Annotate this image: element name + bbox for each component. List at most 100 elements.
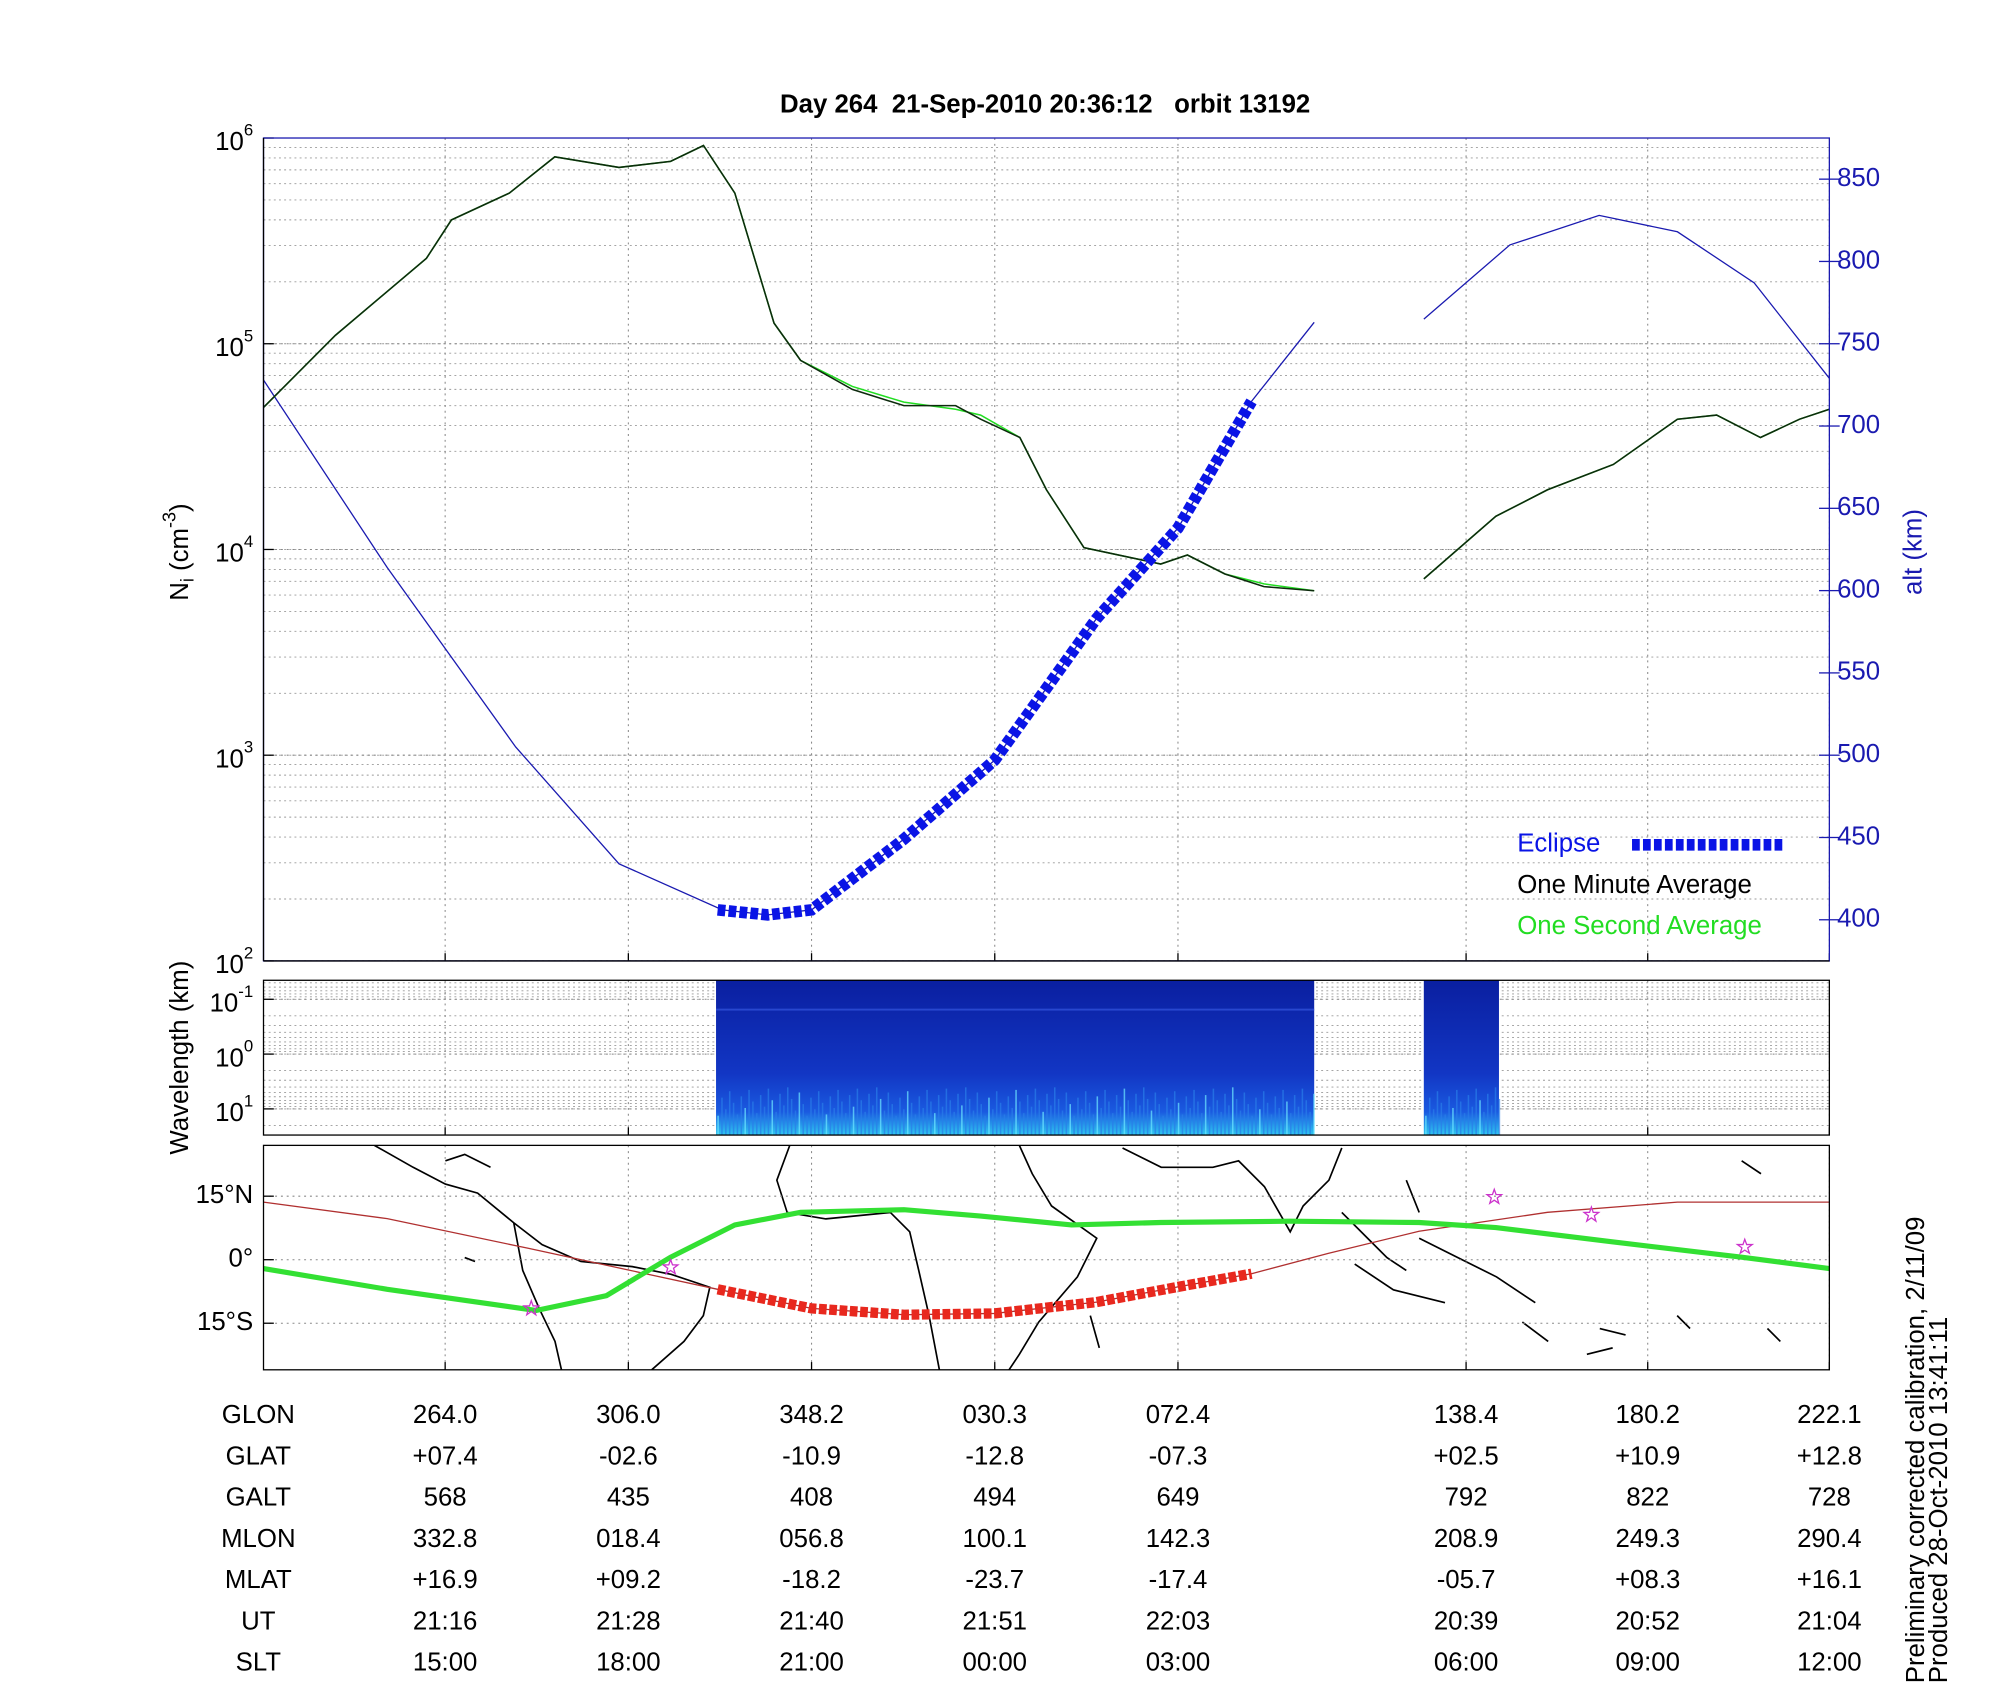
spectrogram-texture bbox=[988, 1097, 990, 1136]
cell: 249.3 bbox=[1615, 1525, 1680, 1553]
spectrogram-texture bbox=[1467, 1095, 1470, 1136]
cell: 100.1 bbox=[962, 1525, 1027, 1553]
cell: 306.0 bbox=[596, 1401, 661, 1429]
cell: +16.1 bbox=[1797, 1566, 1862, 1594]
spectrogram-texture bbox=[980, 1104, 983, 1136]
spectrogram-texture bbox=[879, 1098, 882, 1136]
legend-label: Eclipse bbox=[1517, 830, 1600, 858]
spectrogram-texture bbox=[918, 1096, 921, 1136]
spectrogram-texture bbox=[903, 1109, 905, 1136]
y-axis-label-part: -3 bbox=[159, 512, 179, 528]
y-tick-label: 105 bbox=[215, 327, 253, 362]
spectrogram-texture bbox=[744, 1107, 746, 1136]
spectrogram-texture bbox=[767, 1088, 770, 1136]
spectrogram-texture bbox=[953, 1111, 955, 1136]
cell: +12.8 bbox=[1797, 1442, 1862, 1470]
spectrogram-texture bbox=[895, 1115, 897, 1136]
spectrogram-texture bbox=[736, 1114, 739, 1136]
spectrogram-texture bbox=[748, 1089, 750, 1136]
star-marker bbox=[1485, 1187, 1504, 1205]
cell: 222.1 bbox=[1797, 1401, 1862, 1429]
spectrogram-texture bbox=[1150, 1110, 1153, 1136]
cell: 20:52 bbox=[1615, 1607, 1680, 1635]
spectrogram-texture bbox=[783, 1105, 785, 1136]
star-marker bbox=[1735, 1237, 1755, 1255]
spectrogram-texture bbox=[891, 1104, 894, 1136]
spectrogram-texture bbox=[1158, 1104, 1160, 1136]
y-tick-label-power: 5 bbox=[244, 327, 253, 346]
spectrogram-texture bbox=[1255, 1097, 1257, 1136]
cell: 09:00 bbox=[1615, 1649, 1680, 1677]
data-line bbox=[262, 144, 1830, 592]
spectrogram-texture bbox=[1278, 1107, 1280, 1136]
spectrogram-texture bbox=[1007, 1096, 1010, 1136]
cell: +09.2 bbox=[596, 1566, 661, 1594]
spectrogram-texture bbox=[1490, 1105, 1493, 1136]
spectrogram-texture bbox=[837, 1089, 839, 1136]
cell: 348.2 bbox=[779, 1401, 844, 1429]
spectrogram-texture bbox=[1239, 1110, 1242, 1136]
y-tick-label-power: 2 bbox=[244, 944, 253, 963]
cell: 435 bbox=[607, 1484, 650, 1512]
y-tick-label: 103 bbox=[215, 738, 253, 773]
spectrogram-texture bbox=[1262, 1091, 1265, 1136]
spectrogram-texture bbox=[1100, 1107, 1102, 1136]
cell: 21:28 bbox=[596, 1607, 661, 1635]
cell: 21:00 bbox=[779, 1649, 844, 1677]
y-tick-label-power: 3 bbox=[244, 738, 253, 757]
spectrogram-texture bbox=[821, 1102, 824, 1136]
spectrogram-texture bbox=[1073, 1115, 1075, 1136]
spectrogram-texture bbox=[922, 1107, 924, 1136]
spectrogram-texture bbox=[1212, 1088, 1215, 1136]
row-label: GLAT bbox=[226, 1442, 292, 1470]
spectrogram-texture bbox=[1030, 1106, 1033, 1136]
chart-title: Day 264 21-Sep-2010 20:36:12 orbit 13192 bbox=[780, 91, 1310, 119]
spectrogram-texture bbox=[945, 1088, 948, 1136]
cell: 792 bbox=[1445, 1484, 1488, 1512]
cell: 21:51 bbox=[962, 1607, 1027, 1635]
cell: 822 bbox=[1626, 1484, 1669, 1512]
y-tick-label-base: 10 bbox=[215, 1044, 244, 1072]
y2-tick-label: 500 bbox=[1837, 740, 1880, 768]
cell: +08.3 bbox=[1615, 1566, 1680, 1594]
y-tick-label-base: 10 bbox=[210, 989, 239, 1017]
spectrogram-texture bbox=[999, 1102, 1002, 1136]
cell: 056.8 bbox=[779, 1525, 844, 1553]
legend-label: One Minute Average bbox=[1517, 871, 1752, 899]
spectrogram-texture bbox=[1432, 1109, 1435, 1136]
spectrogram-texture bbox=[798, 1092, 801, 1136]
spectrogram-texture bbox=[1069, 1104, 1072, 1136]
spectrogram-texture bbox=[1092, 1114, 1095, 1136]
cell: 21:04 bbox=[1797, 1607, 1862, 1635]
cell: 00:00 bbox=[962, 1649, 1027, 1677]
spectrogram-texture bbox=[1498, 1098, 1501, 1136]
spectrogram-texture bbox=[1301, 1088, 1304, 1136]
cell: -17.4 bbox=[1149, 1566, 1208, 1594]
cell: -07.3 bbox=[1149, 1442, 1208, 1470]
cell: 15:00 bbox=[413, 1649, 478, 1677]
spectrogram-texture bbox=[848, 1095, 851, 1136]
spectrogram-texture bbox=[728, 1091, 731, 1136]
spectrogram-texture bbox=[1475, 1088, 1477, 1136]
spectrogram-texture bbox=[926, 1089, 928, 1136]
star-marker bbox=[661, 1257, 680, 1276]
spectrogram-texture bbox=[1146, 1098, 1149, 1136]
spectrogram-texture bbox=[1425, 1115, 1427, 1136]
spectrogram-texture bbox=[1204, 1095, 1207, 1136]
track-line bbox=[716, 1268, 1253, 1320]
spectrogram-texture bbox=[829, 1096, 832, 1136]
cell: +07.4 bbox=[413, 1442, 478, 1470]
spectrogram-texture bbox=[786, 1087, 789, 1136]
spectrogram-texture bbox=[717, 1115, 719, 1136]
spectrogram-texture bbox=[887, 1092, 890, 1136]
y-tick-label-base: 10 bbox=[215, 1099, 244, 1127]
eclipse-line bbox=[717, 398, 1257, 921]
spectrogram-texture bbox=[868, 1093, 870, 1136]
spectrogram-texture bbox=[1235, 1098, 1238, 1136]
spectrogram-texture bbox=[1197, 1101, 1199, 1136]
cell: +02.5 bbox=[1433, 1442, 1498, 1470]
spectrogram-texture bbox=[1170, 1109, 1172, 1136]
spectrogram-texture bbox=[1096, 1096, 1099, 1136]
y-tick-label-power: 6 bbox=[244, 121, 253, 140]
